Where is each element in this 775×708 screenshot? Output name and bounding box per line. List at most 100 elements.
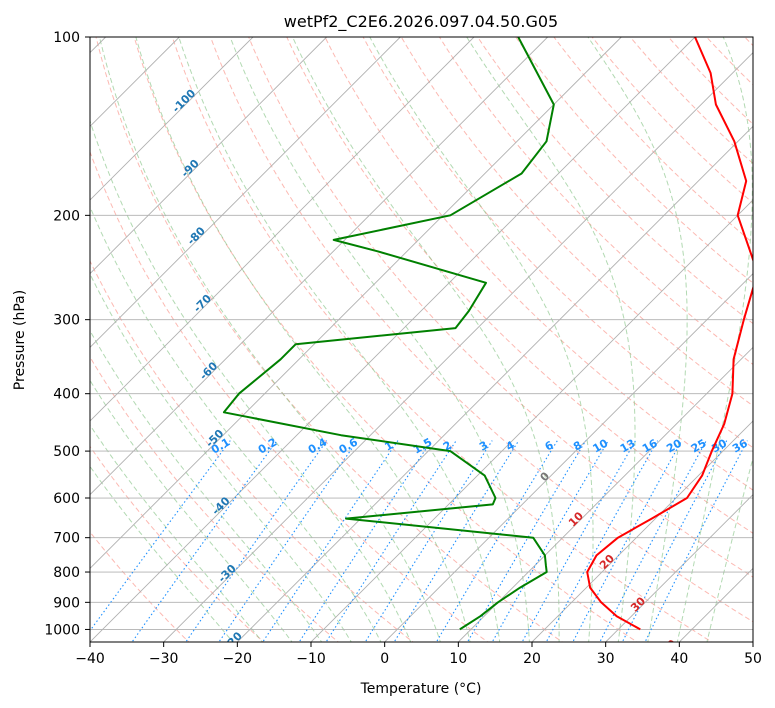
moist-adiabat-line xyxy=(587,37,688,642)
isotherm-line xyxy=(458,346,753,642)
mixing-ratio-line xyxy=(393,440,520,642)
mixing-ratio-label: 0.6 xyxy=(337,435,361,456)
mixing-ratio-label: 16 xyxy=(640,436,660,455)
background-lines xyxy=(90,37,753,642)
temperature-profile-line xyxy=(586,37,753,631)
dry-adiabat-line xyxy=(90,259,414,642)
isotherm-line xyxy=(90,37,696,642)
mixing-ratio-line xyxy=(491,440,609,642)
x-tick-label: 40 xyxy=(670,651,688,667)
x-tick-label: 10 xyxy=(449,651,467,667)
dry-adiabat-line xyxy=(362,37,753,449)
dry-adiabat-line xyxy=(324,37,753,491)
x-tick-label: −10 xyxy=(296,651,326,667)
dry-adiabat-line xyxy=(90,531,190,642)
moist-adiabat-line xyxy=(90,465,234,642)
moist-adiabat-line xyxy=(98,37,441,642)
mixing-ratio-line xyxy=(325,440,457,642)
isotherm-label: 40 xyxy=(659,637,679,657)
mixing-ratio-label: 25 xyxy=(689,437,709,456)
isotherm-line xyxy=(310,199,753,642)
isotherm-line xyxy=(90,37,254,201)
mixing-ratio-line xyxy=(521,440,637,642)
dry-adiabat-line xyxy=(705,37,753,86)
isotherm-line xyxy=(752,641,753,642)
moist-adiabat-line xyxy=(135,37,471,642)
dry-adiabat-line xyxy=(248,37,753,578)
isotherm-label: 30 xyxy=(628,594,648,614)
isotherm-label: -10 xyxy=(228,697,251,708)
y-tick-label: 700 xyxy=(53,531,80,547)
y-axis: 100 200 300 400 500 600 700 800 900 1000 xyxy=(44,30,90,638)
mixing-ratio-line xyxy=(599,440,707,642)
isotherm-label: -80 xyxy=(185,224,208,247)
moist-adiabat-line xyxy=(466,37,636,642)
dewpoint-profile-line xyxy=(222,37,555,631)
sounding-series xyxy=(222,37,753,631)
x-tick-label: 0 xyxy=(380,651,389,667)
isotherm-label: -20 xyxy=(222,629,245,652)
isotherm-line xyxy=(237,125,753,642)
mixing-ratio-label: 30 xyxy=(709,436,729,455)
isotherm-line xyxy=(531,420,753,642)
dry-adiabat-line xyxy=(591,37,753,204)
moist-adiabat-line xyxy=(90,329,323,642)
mixing-ratio-label: 10 xyxy=(591,436,611,455)
chart-title: wetPf2_C2E6.2026.097.04.50.G05 xyxy=(284,12,558,32)
dry-adiabat-line xyxy=(133,37,638,642)
x-axis: −40 −30 −20 −10 0 10 20 30 40 50 xyxy=(75,642,762,667)
dry-adiabat-line xyxy=(400,37,753,407)
isotherm-line xyxy=(90,37,475,422)
mixing-ratio-line xyxy=(466,440,587,642)
isotherm-line xyxy=(163,52,753,642)
x-tick-label: −30 xyxy=(149,651,179,667)
dry-adiabat-line xyxy=(171,37,713,642)
mixing-ratio-line xyxy=(185,440,328,642)
dry-adiabat-line xyxy=(667,37,753,125)
y-tick-label: 600 xyxy=(53,491,80,507)
mixing-ratio-line xyxy=(435,440,558,642)
isotherm-line xyxy=(605,494,753,642)
moist-adiabat-line xyxy=(90,424,264,642)
x-tick-label: −20 xyxy=(223,651,253,667)
mixing-ratio-line xyxy=(90,440,231,632)
y-tick-label: 800 xyxy=(53,565,80,581)
plot-frame xyxy=(89,36,754,643)
x-tick-label: 20 xyxy=(523,651,541,667)
isotherm-label: 20 xyxy=(597,552,617,572)
y-tick-label: 500 xyxy=(53,444,80,460)
isotherm-label: -90 xyxy=(179,157,202,180)
moist-adiabat-line xyxy=(178,37,501,642)
dry-adiabat-line xyxy=(90,445,265,642)
moist-adiabat-line xyxy=(369,37,594,642)
moist-adiabat-line xyxy=(90,119,412,642)
y-tick-label: 200 xyxy=(53,208,80,224)
x-tick-label: −40 xyxy=(75,651,105,667)
y-axis-label: Pressure (hPa) xyxy=(12,290,28,390)
background-labels: 0.1 0.2 0.4 0.6 1 1.5 2 3 4 6 8 10 13 16 20 25 30 36-100-… xyxy=(170,86,751,708)
dry-adiabat-line xyxy=(90,356,340,642)
mixing-ratio-label: 0.2 xyxy=(256,436,279,457)
isotherm-line xyxy=(90,37,622,569)
moist-adiabat-line xyxy=(292,37,560,642)
isotherm-line xyxy=(90,37,327,275)
moist-adiabat-line xyxy=(90,379,293,642)
isotherm-line xyxy=(90,37,401,348)
isotherm-label: -60 xyxy=(197,359,220,382)
y-tick-label: 300 xyxy=(53,313,80,329)
mixing-ratio-label: 36 xyxy=(730,436,750,455)
mixing-ratio-line xyxy=(545,440,659,642)
isotherm-label: -100 xyxy=(170,86,199,115)
isotherm-line xyxy=(90,37,548,496)
mixing-ratio-line xyxy=(572,440,683,642)
isotherm-line xyxy=(384,273,753,642)
y-tick-label: 400 xyxy=(53,387,80,403)
dry-adiabat-line xyxy=(286,37,753,534)
mixing-ratio-line xyxy=(131,440,278,642)
isotherm-label: -30 xyxy=(216,562,239,585)
dry-adiabat-line xyxy=(629,37,753,165)
mixing-ratio-line xyxy=(262,440,399,642)
isotherm-label: -70 xyxy=(191,292,214,315)
dry-adiabat-line xyxy=(515,37,753,284)
mixing-ratio-line xyxy=(364,440,493,642)
